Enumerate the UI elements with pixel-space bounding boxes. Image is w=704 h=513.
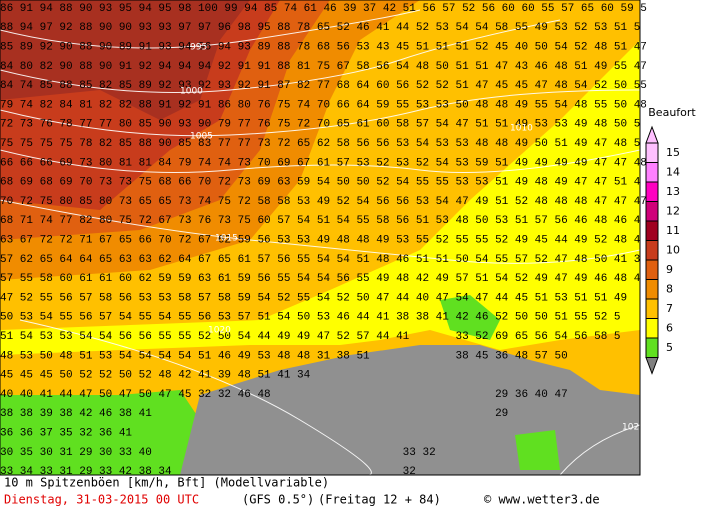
value-row: 84 80 82 90 88 90 91 92 94 94 94 92 91 9… [0, 61, 647, 73]
value-row: 38 38 39 38 42 46 38 41 29 [0, 408, 508, 420]
legend-swatch [645, 279, 659, 300]
isobar [19, 319, 372, 476]
region-11 [0, 0, 250, 120]
legend-swatch [645, 240, 659, 261]
isobar [0, 149, 641, 173]
value-row: 84 74 85 88 85 82 85 89 92 93 92 93 92 9… [0, 80, 647, 92]
legend-arrow-top [645, 125, 659, 144]
footer-caption: 10 m Spitzenböen [km/h, Bft] (Modellvari… [4, 476, 329, 490]
isobar [0, 9, 421, 49]
value-row: 70 72 75 80 85 80 73 65 65 73 74 75 72 5… [0, 196, 647, 208]
region-green-2 [440, 295, 500, 340]
value-row: 47 52 55 56 57 58 56 53 53 58 57 58 59 5… [0, 292, 627, 304]
isobar-label: 1015 [215, 234, 238, 244]
value-grid: 86 91 94 88 90 93 95 94 95 98 100 99 94 … [0, 3, 647, 478]
legend-label: 7 [666, 302, 673, 315]
legend-arrow-bottom [645, 357, 659, 375]
value-row: 63 67 72 72 71 67 65 66 70 72 67 62 59 5… [0, 235, 641, 247]
value-row: 45 45 45 50 52 52 50 52 48 42 41 39 48 5… [0, 370, 311, 382]
value-row: 51 54 53 53 54 54 56 56 55 55 52 50 54 4… [0, 331, 621, 343]
legend-label: 8 [666, 282, 673, 295]
value-row: 75 75 75 75 78 82 85 88 90 85 83 77 77 7… [0, 138, 640, 150]
value-row: 66 66 66 69 73 80 81 81 84 79 74 74 73 7… [0, 157, 647, 169]
value-row: 68 69 68 69 70 73 73 75 68 66 70 72 73 6… [0, 177, 641, 189]
value-row: 86 91 94 88 90 93 95 94 95 98 100 99 94 … [0, 3, 647, 15]
value-row: 36 36 37 35 32 36 41 [0, 428, 132, 440]
isobar-label: 1010 [510, 124, 533, 134]
legend-swatch [645, 298, 659, 319]
value-row: 57 62 65 64 64 65 63 63 62 64 67 65 61 5… [0, 254, 640, 266]
isobar [559, 424, 641, 476]
region-green-3 [515, 430, 560, 470]
legend-label: 15 [666, 146, 680, 159]
legend-swatch [645, 181, 659, 202]
legend-label: 10 [666, 243, 680, 256]
footer-run: (Freitag 12 + 84) [318, 493, 441, 507]
value-row: 88 94 97 92 88 90 90 93 93 97 97 96 98 9… [0, 22, 640, 34]
footer-date: Dienstag, 31-03-2015 00 UTC [4, 493, 199, 507]
region-green [0, 390, 200, 475]
isobar-label: 1025 [622, 423, 645, 433]
isobar-label: 1005 [190, 132, 213, 142]
value-row: 48 53 50 48 51 53 54 54 54 54 51 46 49 5… [0, 350, 568, 362]
legend-title: Beaufort [648, 106, 696, 119]
legend-swatch [645, 220, 659, 241]
isobar-label: 1020 [208, 326, 231, 336]
value-row: 72 73 76 78 77 77 80 85 90 93 90 79 77 7… [0, 119, 640, 131]
value-row: 79 74 82 84 81 82 82 88 91 92 91 86 80 7… [0, 99, 647, 111]
legend-label: 11 [666, 224, 680, 237]
legend-swatch [645, 318, 659, 339]
value-row: 57 55 58 60 61 61 60 62 59 59 63 61 59 5… [0, 273, 641, 285]
isobars [0, 9, 641, 476]
legend-label: 12 [666, 204, 680, 217]
footer-credit: © www.wetter3.de [484, 493, 600, 507]
legend-label: 13 [666, 185, 680, 198]
isobar [0, 19, 561, 93]
isobar [0, 89, 641, 137]
value-row: 68 71 74 77 82 80 75 72 67 73 76 73 75 6… [0, 215, 641, 227]
map-frame [0, 0, 641, 476]
value-row: 85 89 92 90 88 90 89 91 93 94 96 94 93 8… [0, 42, 647, 54]
isobar-label: 1000 [180, 87, 203, 97]
legend: 15 14 13 12 11 10 9 8 7 6 5 [645, 125, 680, 375]
legend-swatch [645, 259, 659, 280]
legend-swatch [645, 201, 659, 222]
legend-label: 6 [666, 321, 673, 334]
footer-model: (GFS 0.5°) [242, 493, 314, 507]
isobar-labels: 995 1000 1005 1010 1015 1020 1025 [180, 43, 645, 433]
isobar [0, 199, 641, 264]
isobar-label: 995 [190, 43, 207, 53]
legend-swatch [645, 337, 659, 358]
value-row: 30 35 30 31 29 30 33 40 33 32 [0, 447, 436, 459]
legend-swatch [645, 142, 659, 163]
legend-label: 14 [666, 165, 680, 178]
value-row: 50 53 54 55 56 57 54 55 54 55 56 53 57 5… [0, 312, 621, 324]
value-row: 40 40 41 44 47 50 47 50 47 45 32 32 46 4… [0, 389, 568, 401]
legend-label: 5 [666, 341, 673, 354]
legend-label: 9 [666, 263, 673, 276]
legend-swatch [645, 162, 659, 183]
